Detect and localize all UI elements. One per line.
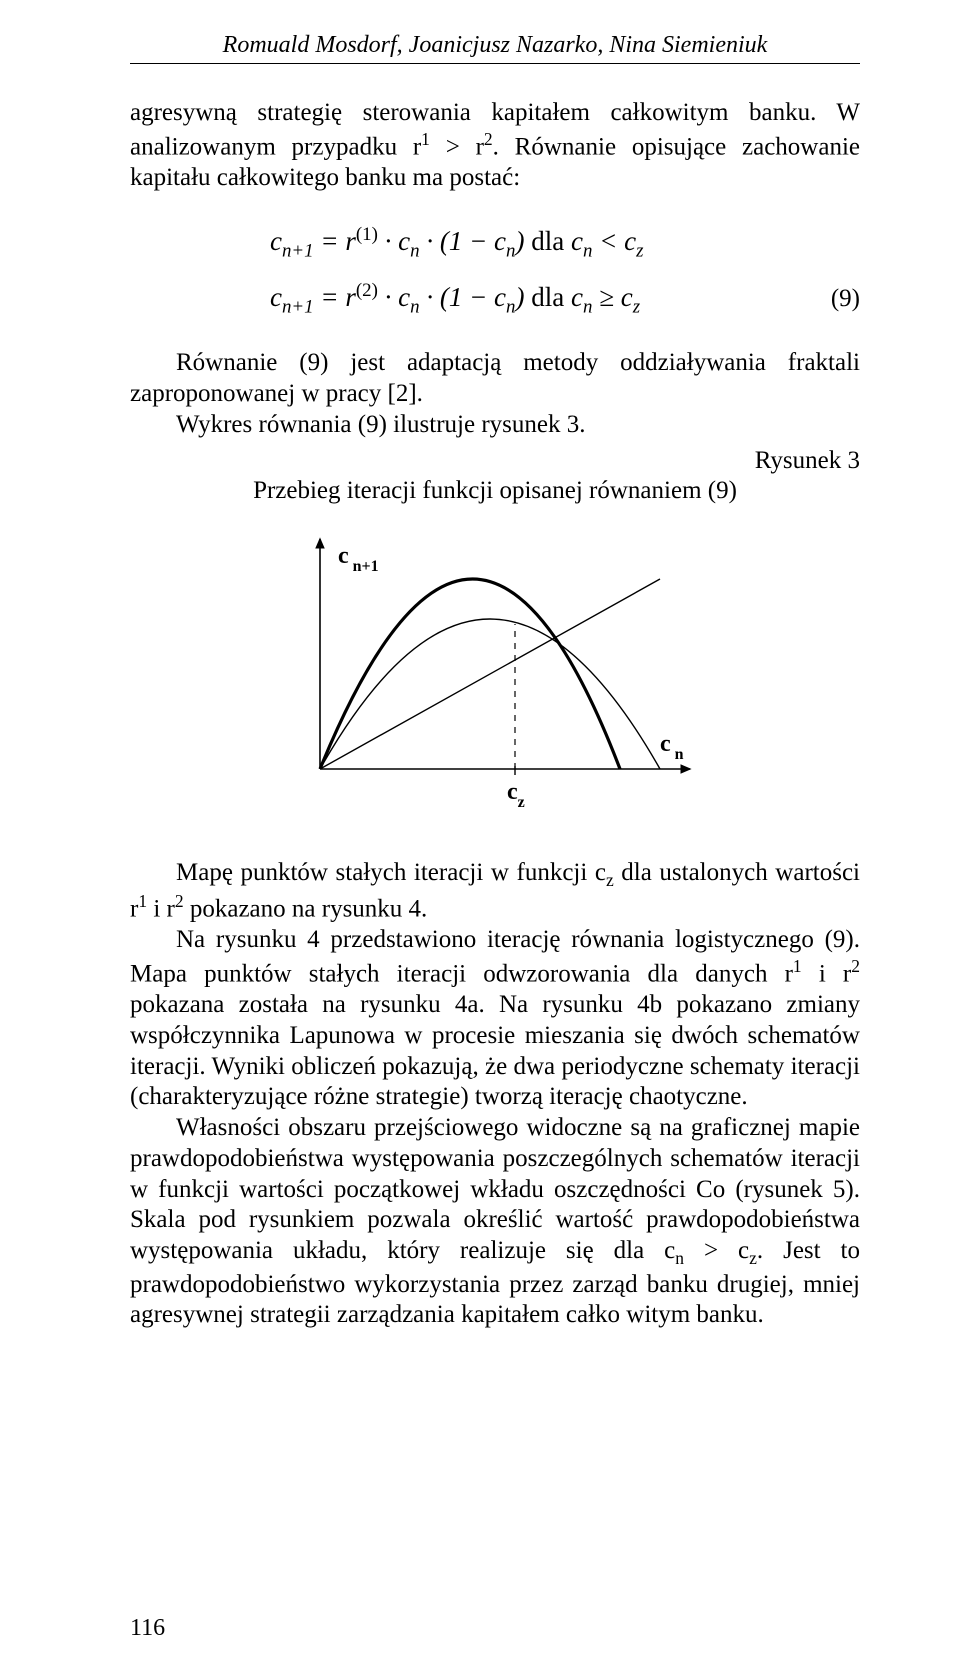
sub: z: [636, 240, 643, 261]
sup-2: 2: [851, 956, 860, 976]
equation-1: cn+1 = r(1) · cn · (1 − cn) dla cn < cz: [270, 224, 644, 262]
equation-line-1: cn+1 = r(1) · cn · (1 − cn) dla cn < cz: [130, 224, 860, 262]
figure-3-svg: c n+1c ncz: [260, 519, 730, 819]
paragraph-3: Mapę punktów stałych iteracji w funkcji …: [130, 858, 860, 926]
sub-z: z: [749, 1248, 757, 1268]
paragraph-5: Własności obszaru przejściowego widoczne…: [130, 1113, 860, 1331]
sub: n: [410, 240, 419, 261]
sym: c: [571, 282, 583, 312]
equation-line-2: cn+1 = r(2) · cn · (1 − cn) dla cn ≥ cz …: [130, 280, 860, 318]
text: Mapę punktów stałych iteracji w funkcji …: [176, 859, 606, 886]
sup: (2): [356, 280, 378, 301]
sub: n+1: [282, 296, 314, 317]
text: pokazano na rysunku 4.: [184, 895, 428, 922]
text: i r: [802, 960, 852, 987]
sym: c: [571, 226, 583, 256]
sym: c: [270, 226, 282, 256]
text: > r: [430, 133, 484, 160]
sub: n: [583, 240, 592, 261]
text: Własności obszaru przejściowego widoczne…: [130, 1114, 860, 1264]
text: i r: [147, 895, 175, 922]
paragraph-4: Na rysunku 4 przedstawiono iterację równ…: [130, 925, 860, 1113]
text: > c: [684, 1237, 749, 1264]
figure-3-label: Rysunek 3: [130, 447, 860, 475]
sym: · c: [378, 282, 410, 312]
figure-3: c n+1c ncz: [130, 519, 860, 824]
sym: ≥ c: [592, 282, 632, 312]
sym: · c: [378, 226, 410, 256]
figure-3-caption: Przebieg iteracji funkcji opisanej równa…: [130, 477, 860, 505]
sym: dla: [531, 282, 571, 312]
page: Romuald Mosdorf, Joanicjusz Nazarko, Nin…: [0, 0, 960, 1672]
sym: · (1 − c: [420, 282, 506, 312]
sym: ): [515, 226, 531, 256]
sym: dla: [531, 226, 571, 256]
equation-number: (9): [831, 285, 860, 313]
running-header: Romuald Mosdorf, Joanicjusz Nazarko, Nin…: [130, 32, 860, 64]
sup-1: 1: [421, 129, 430, 149]
sup: (1): [356, 224, 378, 245]
text: Na rysunku 4 przedstawiono iterację równ…: [130, 926, 860, 987]
sub: n: [583, 296, 592, 317]
sym: ): [515, 282, 531, 312]
sup-1: 1: [793, 956, 802, 976]
sym: = r: [314, 282, 356, 312]
sub-z: z: [606, 870, 614, 890]
text: pokazana została na rysunku 4a. Na rysun…: [130, 991, 860, 1110]
sym: = r: [314, 226, 356, 256]
sym: · (1 − c: [420, 226, 506, 256]
sym: < c: [592, 226, 636, 256]
sup-2: 2: [175, 891, 184, 911]
sym: c: [270, 282, 282, 312]
sup-1: 1: [138, 891, 147, 911]
paragraph-2a: Równanie (9) jest adaptacją metody oddzi…: [130, 348, 860, 410]
sup-2: 2: [484, 129, 493, 149]
sub: z: [633, 296, 640, 317]
sub: n+1: [282, 240, 314, 261]
paragraph-2b: Wykres równania (9) ilustruje rysunek 3.: [130, 410, 860, 441]
sub: n: [410, 296, 419, 317]
sub-n: n: [675, 1248, 684, 1268]
paragraph-1: agresywną strategię sterowania kapitałem…: [130, 98, 860, 194]
page-number: 116: [130, 1615, 165, 1642]
equation-block: cn+1 = r(1) · cn · (1 − cn) dla cn < cz …: [130, 224, 860, 319]
equation-2: cn+1 = r(2) · cn · (1 − cn) dla cn ≥ cz: [270, 280, 640, 318]
